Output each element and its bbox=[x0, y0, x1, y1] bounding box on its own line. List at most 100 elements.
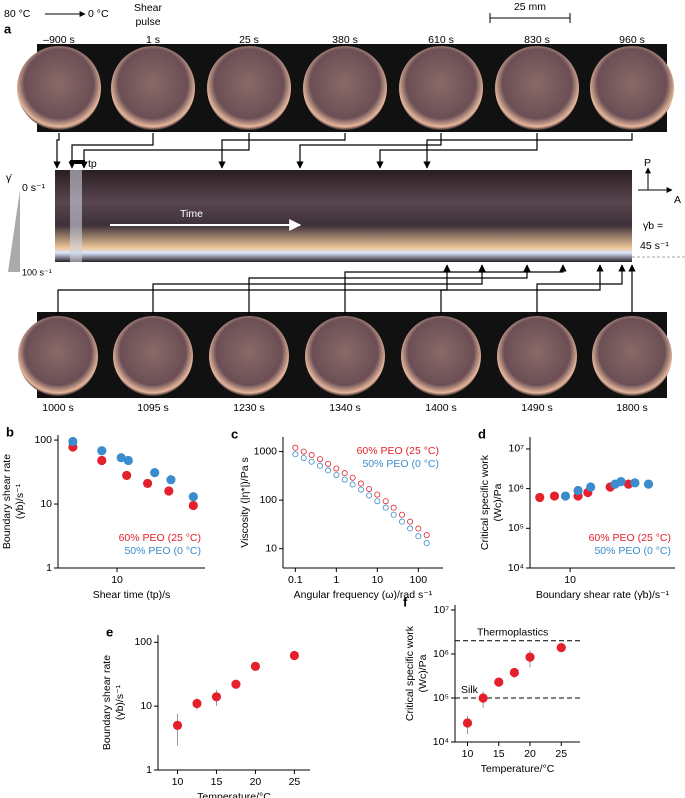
point bbox=[586, 482, 596, 492]
point bbox=[231, 679, 241, 689]
rate-top: 0 s⁻¹ bbox=[22, 182, 46, 194]
y-tick-label: 1 bbox=[46, 562, 52, 574]
point bbox=[325, 460, 332, 467]
legend-entry: 50% PEO (0 °C) bbox=[594, 545, 671, 557]
x-tick-label: 25 bbox=[555, 748, 567, 760]
panel-a: 80 °C 0 °C Shear pulse 25 mm tp Time γ̇ … bbox=[4, 1, 685, 414]
point bbox=[308, 452, 315, 459]
point bbox=[325, 467, 332, 474]
point bbox=[349, 474, 356, 481]
y-tick-label: 10⁴ bbox=[433, 736, 449, 748]
point bbox=[97, 455, 107, 466]
point bbox=[525, 652, 535, 662]
y-axis-label: (Wc)/Pa bbox=[417, 654, 429, 692]
connector bbox=[218, 133, 346, 169]
y-tick-label: 1 bbox=[146, 764, 152, 776]
point bbox=[382, 504, 389, 511]
time-label: 960 s bbox=[619, 34, 645, 46]
legend-entry: 60% PEO (25 °C) bbox=[589, 532, 671, 544]
time-label: Time bbox=[180, 208, 203, 220]
y-axis-label: (Wc)/Pa bbox=[492, 483, 504, 521]
x-tick-label: 100 bbox=[410, 574, 428, 586]
x-axis-label: Temperature/°C bbox=[481, 763, 555, 775]
x-axis-label: Shear time (tp)/s bbox=[93, 589, 171, 601]
reference-label: Silk bbox=[461, 684, 479, 696]
x-tick-label: 15 bbox=[493, 748, 505, 760]
point bbox=[122, 470, 132, 481]
dish-image bbox=[303, 46, 387, 130]
y-tick-label: 10⁷ bbox=[434, 604, 450, 616]
dish-image bbox=[111, 46, 195, 130]
point bbox=[97, 446, 107, 456]
x-tick-label: 10 bbox=[172, 776, 184, 788]
dish-image bbox=[497, 316, 577, 396]
y-tick-label: 10⁶ bbox=[508, 482, 524, 494]
y-tick-label: 10 bbox=[265, 542, 277, 554]
time-label: 830 s bbox=[524, 34, 550, 46]
x-tick-label: 10 bbox=[371, 574, 383, 586]
y-tick-label: 1000 bbox=[254, 445, 278, 457]
x-tick-label: 10 bbox=[564, 574, 576, 586]
analyzer: A bbox=[674, 194, 681, 206]
point bbox=[317, 462, 324, 469]
point bbox=[509, 667, 519, 678]
connector bbox=[53, 133, 61, 169]
y-axis-label: Boundary shear rate bbox=[1, 454, 13, 549]
point bbox=[399, 511, 406, 518]
panel-label: f bbox=[403, 594, 408, 609]
panel-label: e bbox=[106, 624, 113, 639]
point bbox=[116, 453, 126, 463]
rate-symbol: γ̇ bbox=[6, 172, 12, 184]
point bbox=[123, 455, 133, 466]
polarizer: P bbox=[644, 157, 651, 169]
dish-image bbox=[399, 46, 483, 130]
y-tick-label: 10⁵ bbox=[508, 522, 524, 534]
pulse-label: tp bbox=[88, 158, 97, 170]
panel-label: c bbox=[231, 426, 238, 441]
time-label: 1800 s bbox=[616, 402, 648, 414]
reference-label: Thermoplastics bbox=[477, 627, 548, 639]
connector bbox=[376, 133, 538, 169]
point bbox=[407, 525, 414, 532]
y-tick-label: 100 bbox=[134, 636, 152, 648]
time-label: 1095 s bbox=[137, 402, 169, 414]
point bbox=[142, 478, 153, 489]
legend-entry: 60% PEO (25 °C) bbox=[119, 532, 201, 544]
cooling-from: 80 °C bbox=[4, 8, 31, 20]
y-tick-label: 10⁶ bbox=[433, 648, 449, 660]
panel-label: a bbox=[4, 21, 12, 36]
connector bbox=[440, 264, 604, 314]
point bbox=[300, 454, 307, 461]
legend-entry: 50% PEO (0 °C) bbox=[362, 458, 439, 470]
time-label: 610 s bbox=[428, 34, 454, 46]
point bbox=[317, 456, 324, 463]
point bbox=[172, 720, 183, 730]
point bbox=[399, 518, 406, 525]
point bbox=[341, 470, 348, 477]
dish-image bbox=[495, 46, 579, 130]
dish-image bbox=[592, 316, 672, 396]
x-tick-label: 0.1 bbox=[288, 574, 303, 586]
connector bbox=[68, 133, 154, 169]
x-axis-label: Boundary shear rate (γ̇b)/s⁻¹ bbox=[536, 589, 670, 601]
x-axis-label: Temperature/°C bbox=[197, 791, 271, 798]
y-tick-label: 100 bbox=[259, 494, 277, 506]
point bbox=[560, 491, 571, 501]
point bbox=[423, 532, 430, 539]
dish-image bbox=[17, 46, 101, 130]
x-tick-label: 10 bbox=[462, 748, 474, 760]
connector bbox=[296, 133, 442, 169]
time-label: 25 s bbox=[239, 34, 259, 46]
connector bbox=[536, 264, 626, 314]
cooling-to: 0 °C bbox=[88, 8, 109, 20]
pulse-streak bbox=[70, 170, 82, 262]
point bbox=[358, 486, 365, 493]
panel-label: b bbox=[6, 424, 14, 439]
point bbox=[478, 693, 488, 703]
y-tick-label: 10⁴ bbox=[508, 562, 524, 574]
dish-image bbox=[18, 316, 98, 396]
x-tick-label: 25 bbox=[289, 776, 301, 788]
y-tick-label: 10⁵ bbox=[433, 692, 449, 704]
rate-ramp bbox=[8, 190, 20, 272]
